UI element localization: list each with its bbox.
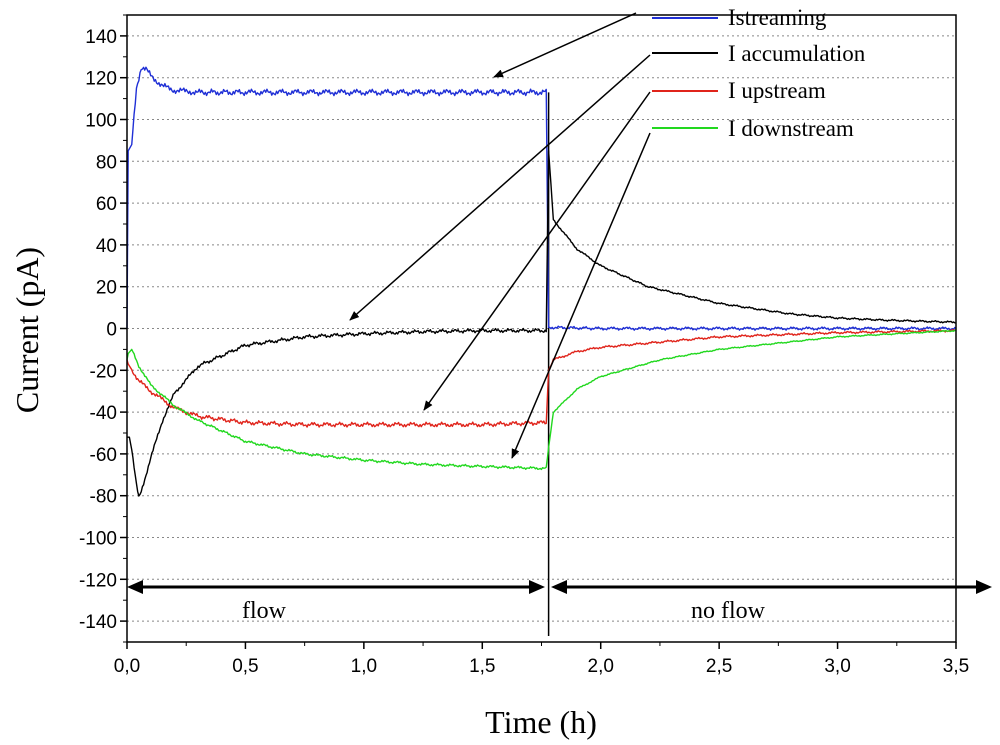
series-group [126,66,957,636]
y-tick-label: 100 [85,111,117,132]
series-line-upstream [126,328,957,428]
no-flow-arrow-right-head [976,580,992,594]
x-tick-label: 2,5 [706,656,732,677]
pointer-arrow-accumulation [349,54,651,321]
y-tick-label: -120 [79,570,117,591]
y-tick-label: 0 [106,320,117,341]
axis-ticks: -140 -120 -100 -80 -60 -40 -20 0 20 40 60 80 100 120 1… [79,14,969,677]
x-tick-label: 1,5 [469,656,495,677]
no-flow-region-label: no flow [691,598,766,624]
no-flow-region-marker: no flow [551,580,992,624]
y-tick-label: -80 [90,487,117,508]
y-tick-label: 20 [96,278,117,299]
y-tick-label: 80 [96,152,117,173]
x-tick-label: 3,5 [943,656,969,677]
legend-label-istreaming: Istreaming [728,5,827,30]
pointer-arrow-istreaming [493,12,637,78]
y-tick-label: -40 [90,403,117,424]
series-line-accumulation [127,150,957,497]
annotation-arrows [349,12,651,459]
y-tick-label: 120 [85,69,117,90]
pointer-arrow-upstream [423,91,651,411]
flow-arrow-left-head [127,580,143,594]
y-tick-label: 40 [96,236,117,257]
x-tick-label: 1,0 [351,656,377,677]
series-line-downstream [126,329,957,471]
y-tick-label: 140 [85,27,117,48]
pointer-arrow-downstream [511,132,651,459]
flow-region-marker: flow [127,580,545,624]
legend-label-downstream: I downstream [728,116,854,141]
series-line-istreaming [126,66,957,331]
x-tick-label: 2,0 [588,656,614,677]
y-axis-title: Current (pA) [9,247,45,413]
x-axis-title: Time (h) [485,704,597,740]
flow-region-label: flow [242,598,287,624]
y-tick-label: -20 [90,361,117,382]
y-tick-label: 60 [96,194,117,215]
y-tick-label: -60 [90,445,117,466]
no-flow-arrow-left-head [551,580,567,594]
y-tick-label: -140 [79,612,117,633]
legend: Istreaming I accumulation I upstream I d… [652,5,866,141]
legend-label-upstream: I upstream [728,78,826,103]
x-tick-label: 3,0 [824,656,850,677]
flow-arrow-right-head [529,580,545,594]
y-tick-label: -100 [79,529,117,550]
legend-label-accumulation: I accumulation [728,41,866,66]
x-tick-label: 0,5 [232,656,258,677]
x-tick-label: 0,0 [114,656,140,677]
